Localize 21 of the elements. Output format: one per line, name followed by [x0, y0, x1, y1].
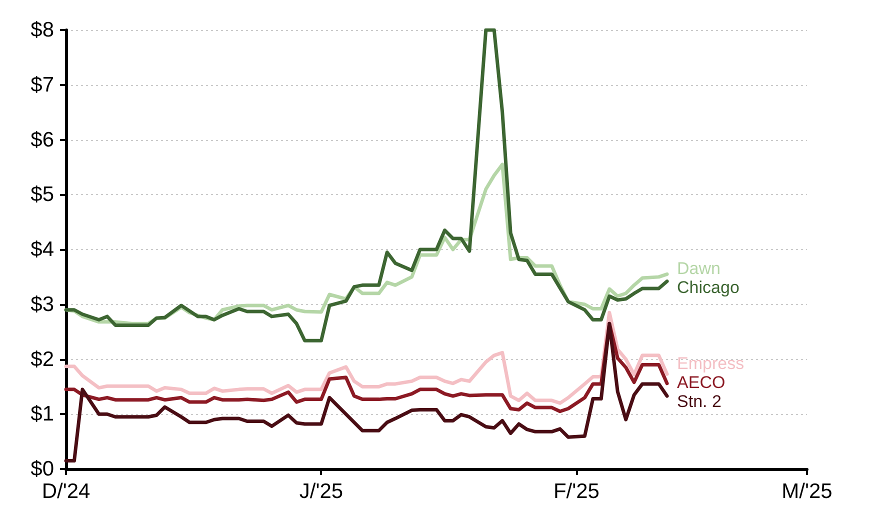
y-tick-label: $5	[30, 183, 54, 206]
line-series	[64, 28, 669, 342]
y-tick-label: $8	[30, 18, 54, 42]
x-tick-label: D/'24	[42, 480, 90, 503]
x-tick-label: F/'25	[553, 480, 600, 503]
y-tick-label: $7	[30, 73, 54, 96]
y-tick-label: $3	[30, 292, 54, 316]
x-tick-label: M/'25	[782, 480, 832, 503]
series-label: Dawn	[677, 258, 720, 278]
line-series	[64, 322, 669, 463]
x-tick-label: J/'25	[299, 480, 344, 503]
series-label: Stn. 2	[677, 392, 722, 412]
y-tick-label: $6	[30, 128, 54, 152]
y-tick-label: $4	[30, 238, 54, 261]
y-tick-label: $0	[30, 458, 54, 480]
series-label: Chicago	[677, 278, 740, 297]
line-series	[64, 310, 669, 405]
y-tick-label: $1	[30, 402, 54, 426]
series-label: Empress	[677, 354, 744, 374]
y-tick-label: $2	[30, 348, 54, 371]
series-label: AECO	[677, 373, 726, 392]
